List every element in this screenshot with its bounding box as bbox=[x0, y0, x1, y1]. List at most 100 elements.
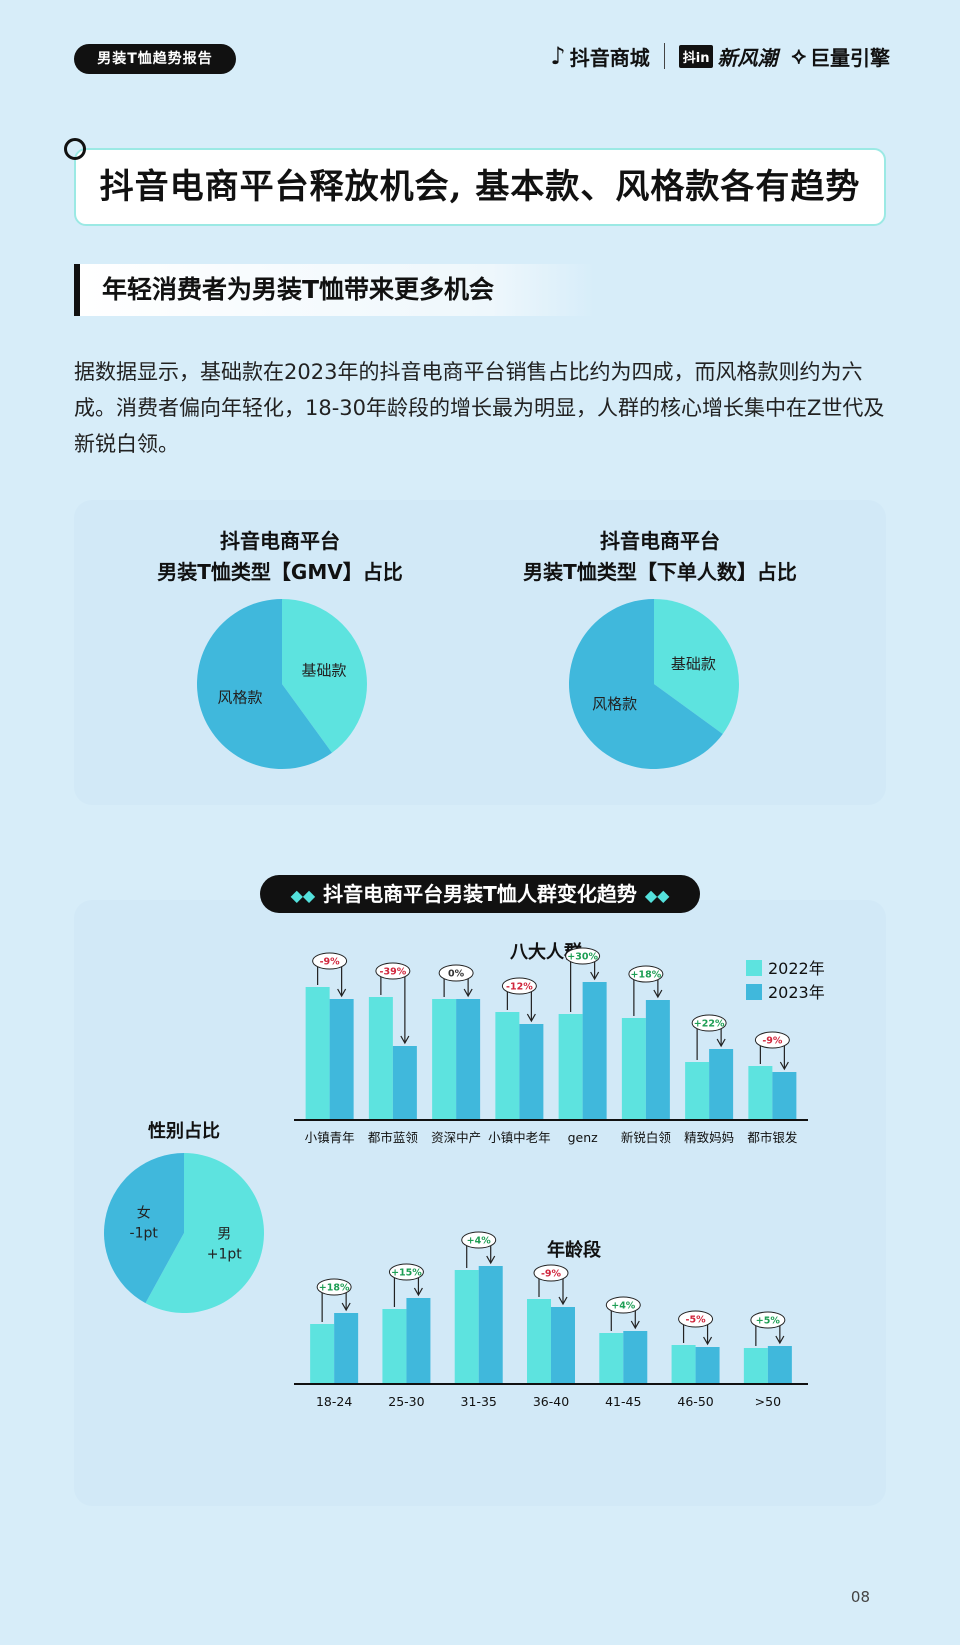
age-bar-2022 bbox=[743, 1348, 768, 1384]
brand-douyin-badge: 抖in bbox=[678, 44, 714, 68]
age-category-label: >50 bbox=[755, 1394, 781, 1409]
crowd-change-label: 0% bbox=[448, 969, 465, 980]
brand-logos: ♪ 抖音商城 抖in 新风潮 ⟡ 巨量引擎 bbox=[550, 36, 890, 76]
age-change-bubble bbox=[750, 1311, 786, 1329]
brand-xinfengchao-label: 新风潮 bbox=[717, 45, 778, 70]
crowd-change-label: +18% bbox=[631, 970, 662, 981]
crowd-category-label: 都市蓝领 bbox=[368, 1130, 419, 1145]
age-change-arrow-icon bbox=[558, 1296, 568, 1306]
crowd-change-bubble bbox=[754, 1031, 790, 1049]
crowd-bar-2023 bbox=[392, 1046, 417, 1120]
crowd-bar-2023 bbox=[456, 999, 481, 1120]
crowd-change-arrow-icon bbox=[779, 1061, 789, 1071]
gender-change-female: -1pt bbox=[130, 1226, 159, 1242]
crowd-change-label: -39% bbox=[380, 967, 407, 978]
age-bar-2022 bbox=[310, 1324, 335, 1384]
crowd-change-arrow-icon bbox=[526, 1013, 536, 1023]
age-bar-2023 bbox=[695, 1347, 720, 1384]
age-bar-2022 bbox=[527, 1299, 551, 1384]
age-change-label: +4% bbox=[611, 1301, 636, 1312]
age-change-bubble bbox=[461, 1231, 497, 1249]
crowd-bar-2023 bbox=[772, 1072, 797, 1120]
age-bar-2022 bbox=[599, 1333, 624, 1384]
crowd-category-label: genz bbox=[568, 1130, 599, 1145]
orders-slice-style bbox=[569, 599, 723, 769]
orders-label-basic: 基础款 bbox=[671, 655, 716, 673]
juliang-logo-icon: ⟡ bbox=[791, 43, 806, 69]
age-category-label: 25-30 bbox=[388, 1394, 424, 1409]
trend-pill-label: 抖音电商平台男装T恤人群变化趋势 bbox=[323, 882, 637, 906]
crowd-change-arrow-icon bbox=[590, 971, 600, 981]
crowd-change-arrow-icon bbox=[337, 988, 347, 998]
age-change-arrow-icon bbox=[703, 1336, 713, 1346]
age-change-bubble bbox=[605, 1296, 641, 1314]
crowd-title: 八大人群 bbox=[510, 941, 582, 963]
brand-douyin-mall-label: 抖音商城 bbox=[569, 45, 650, 70]
orders-pie-title-line1: 抖音电商平台 bbox=[600, 529, 720, 553]
report-tag: 男装T恤趋势报告 bbox=[74, 44, 236, 74]
crowd-change-bubble bbox=[375, 962, 411, 980]
age-bar-2023 bbox=[623, 1331, 648, 1384]
gmv-pie-title-line2: 男装T恤类型【GMV】占比 bbox=[157, 560, 403, 584]
crowd-bar-2022 bbox=[558, 1014, 583, 1120]
crowd-bar-2022 bbox=[305, 987, 330, 1120]
age-change-arrow-icon bbox=[413, 1287, 423, 1297]
crowd-category-label: 资深中产 bbox=[431, 1130, 481, 1145]
age-bar-2023 bbox=[334, 1313, 359, 1384]
gmv-pie-title-line1: 抖音电商平台 bbox=[220, 529, 340, 553]
crowd-change-bubble bbox=[628, 965, 664, 983]
crowd-change-label: +30% bbox=[567, 952, 598, 963]
age-change-bubble bbox=[316, 1278, 352, 1296]
crowd-change-label: +22% bbox=[694, 1019, 725, 1030]
diamond-left-icon: ◆◆ bbox=[290, 886, 316, 905]
age-bar-2022 bbox=[382, 1309, 407, 1384]
gender-pie-title: 性别占比 bbox=[148, 1120, 220, 1142]
crowd-change-bubble bbox=[312, 952, 348, 970]
crowd-bar-2022 bbox=[495, 1012, 520, 1120]
orders-slice-basic bbox=[654, 599, 739, 734]
orders-label-style: 风格款 bbox=[592, 695, 637, 713]
age-change-label: -5% bbox=[686, 1315, 707, 1326]
age-category-label: 31-35 bbox=[461, 1394, 497, 1409]
trend-pill-title: ◆◆ 抖音电商平台男装T恤人群变化趋势 ◆◆ bbox=[260, 875, 700, 913]
crowd-change-bubble bbox=[501, 977, 537, 995]
gmv-label-basic: 基础款 bbox=[302, 661, 347, 679]
legend-label-2023: 2023年 bbox=[768, 983, 825, 1002]
age-bar-2023 bbox=[551, 1307, 575, 1384]
section-title: 年轻消费者为男装T恤带来更多机会 bbox=[74, 264, 594, 316]
age-category-label: 18-24 bbox=[316, 1394, 352, 1409]
intro-paragraph: 据数据显示，基础款在2023年的抖音电商平台销售占比约为四成，而风格款则约为六成… bbox=[74, 360, 885, 456]
crowd-change-arrow-icon bbox=[653, 989, 663, 999]
age-bar-2023 bbox=[767, 1346, 792, 1384]
crowd-bar-2022 bbox=[748, 1066, 773, 1120]
legend-swatch-2022 bbox=[746, 960, 762, 976]
age-change-arrow-icon bbox=[630, 1320, 640, 1330]
orders-pie-title-line2: 男装T恤类型【下单人数】占比 bbox=[523, 560, 797, 584]
gender-slice-female bbox=[104, 1153, 184, 1304]
gmv-slice-basic bbox=[282, 599, 367, 753]
age-change-label: +15% bbox=[391, 1268, 422, 1279]
crowd-change-label: -12% bbox=[506, 982, 533, 993]
gmv-slice-style bbox=[197, 599, 332, 769]
crowd-bar-2023 bbox=[709, 1049, 734, 1120]
age-change-label: -9% bbox=[541, 1269, 562, 1280]
page-number: 08 bbox=[850, 1588, 870, 1606]
crowd-change-bubble bbox=[438, 964, 474, 982]
age-change-bubble bbox=[388, 1263, 424, 1281]
legend-swatch-2023 bbox=[746, 984, 762, 1000]
age-change-label: +4% bbox=[467, 1236, 492, 1247]
crowd-category-label: 小镇青年 bbox=[305, 1130, 355, 1145]
age-change-arrow-icon bbox=[486, 1255, 496, 1265]
ring-decoration-icon bbox=[64, 138, 86, 160]
age-change-label: +5% bbox=[756, 1316, 781, 1327]
crowd-bar-2023 bbox=[519, 1024, 544, 1120]
crowd-bar-2023 bbox=[329, 999, 354, 1120]
crowd-change-label: -9% bbox=[762, 1036, 783, 1047]
crowd-bar-2022 bbox=[621, 1018, 646, 1120]
age-change-bubble bbox=[533, 1264, 569, 1282]
crowd-category-label: 精致妈妈 bbox=[684, 1130, 734, 1145]
gmv-label-style: 风格款 bbox=[217, 689, 262, 707]
crowd-change-bubble bbox=[565, 947, 601, 965]
